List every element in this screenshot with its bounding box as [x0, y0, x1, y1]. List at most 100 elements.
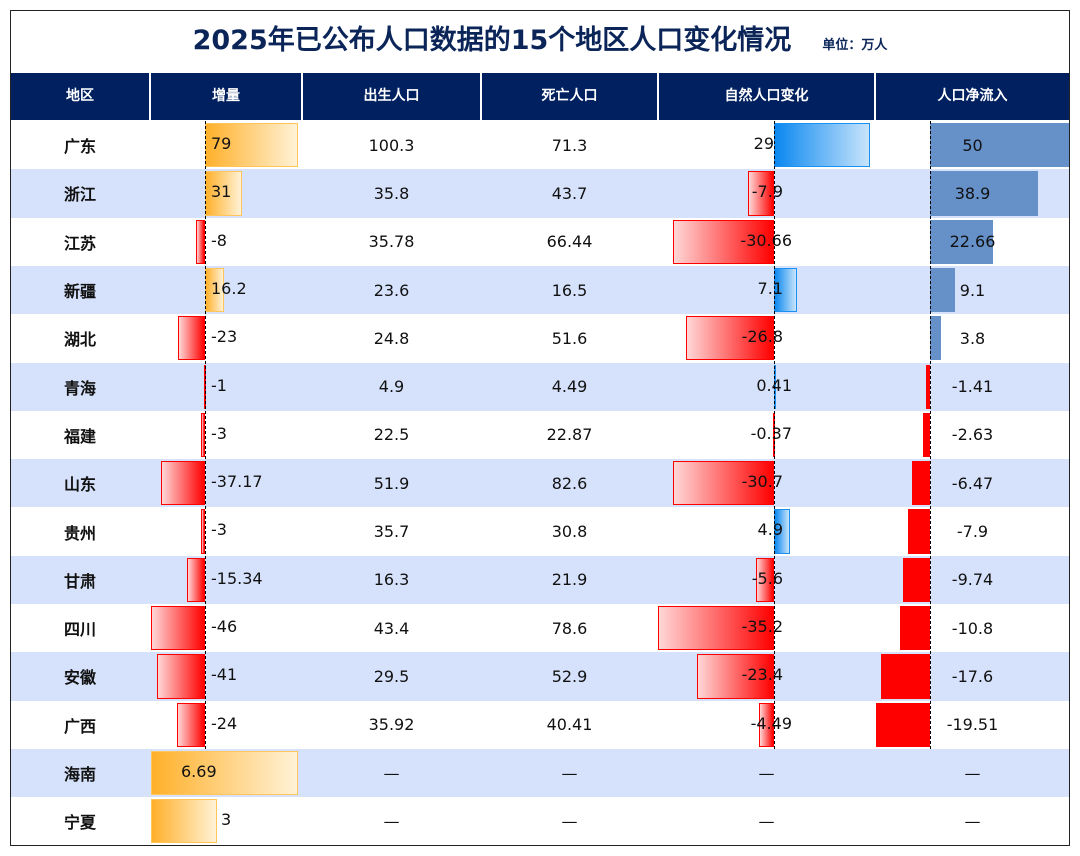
natural-change-value: 4.9	[757, 520, 783, 540]
table-row: 山东 51.9 82.6 -37.17 -30.7 -6.47	[11, 459, 1069, 508]
natural-change-value: -30.7	[741, 472, 783, 492]
header-deaths: 死亡人口	[482, 73, 657, 120]
natural-change-bar	[696, 654, 774, 699]
increase-value: -3	[211, 520, 227, 540]
increase-value: -46	[211, 617, 238, 636]
region-cell: 青海	[63, 378, 96, 398]
region-cell: 广西	[63, 716, 96, 736]
increase-value: 3	[221, 810, 232, 830]
births-cell: —	[383, 811, 400, 831]
table-row: 青海 4.9 4.49 -1 0.41 -1.41	[11, 362, 1069, 411]
table-row: 新疆 23.6 16.5 16.2 7.1 9.1	[11, 265, 1069, 315]
increase-value: 16.2	[211, 278, 247, 298]
increase-value: 31	[211, 182, 232, 202]
net-inflow-bar	[930, 316, 941, 361]
net-inflow-bar	[930, 123, 1069, 168]
increase-bar	[161, 461, 205, 506]
increase-bar	[201, 412, 205, 458]
region-cell: 江苏	[63, 233, 96, 253]
net-inflow-bar	[875, 702, 930, 747]
births-cell: 100.3	[368, 135, 415, 155]
region-cell: 甘肃	[63, 571, 96, 591]
increase-value: -15.34	[211, 568, 263, 588]
natural-change-value: -5.6	[751, 568, 783, 588]
natural-change-value: 29	[753, 134, 774, 153]
net-inflow-value: -7.9	[956, 522, 989, 542]
net-inflow-bar	[930, 171, 1039, 216]
increase-bar	[150, 606, 205, 651]
region-cell: 安徽	[63, 668, 96, 688]
chart-title: 2025年已公布人口数据的15个地区人口变化情况	[192, 25, 792, 56]
births-cell: —	[383, 763, 400, 783]
births-cell: 16.3	[373, 570, 410, 590]
increase-value: -8	[211, 230, 227, 250]
deaths-cell: 43.7	[551, 183, 588, 203]
natural-change-bar	[672, 461, 774, 506]
increase-bar	[151, 750, 299, 796]
net-inflow-bar	[899, 606, 930, 651]
natural-change-bar	[755, 557, 774, 602]
births-cell: 35.7	[373, 522, 410, 542]
net-inflow-value: 38.9	[954, 183, 991, 203]
deaths-cell: 22.87	[546, 425, 593, 445]
table-row: 宁夏 — — 3 — —	[11, 797, 1069, 845]
region-cell: 四川	[63, 620, 96, 640]
deaths-cell: 4.49	[551, 377, 588, 397]
deaths-cell: 30.8	[551, 522, 588, 542]
births-cell: 22.5	[373, 425, 410, 445]
increase-bar	[186, 557, 205, 602]
natural-change-value: -30.66	[740, 230, 792, 250]
region-cell: 新疆	[63, 282, 96, 302]
increase-bar	[201, 509, 205, 554]
net-inflow-value: 9.1	[959, 280, 986, 300]
natural-change-value: -23.4	[741, 665, 783, 685]
net-inflow-bar	[912, 461, 930, 506]
net-inflow-bar	[930, 267, 956, 313]
table-row: 浙江 35.8 43.7 31 -7.9 38.9	[11, 169, 1069, 218]
net-inflow-bar	[902, 557, 930, 602]
net-inflow-bar	[930, 219, 993, 264]
table-row: 广东 100.3 71.3 79 29 50	[11, 121, 1069, 170]
net-inflow-value: —	[964, 811, 981, 831]
net-inflow-value: -6.47	[951, 473, 994, 493]
deaths-cell: 16.5	[551, 280, 588, 300]
natural-change-value: -4.49	[750, 713, 792, 733]
net-inflow-bar	[908, 509, 930, 554]
region-cell: 广东	[63, 137, 96, 157]
increase-value: -23	[211, 327, 238, 347]
header-region: 地区	[11, 73, 149, 120]
net-inflow-axis	[930, 121, 931, 749]
births-cell: 24.8	[373, 328, 410, 348]
births-cell: 35.78	[368, 232, 415, 252]
header-net-inflow: 人口净流入	[876, 73, 1069, 120]
title-bar: 2025年已公布人口数据的15个地区人口变化情况 单位：万人	[11, 11, 1069, 71]
increase-bar	[151, 799, 217, 844]
deaths-cell: 51.6	[551, 328, 588, 348]
header-births: 出生人口	[303, 73, 480, 120]
table-row: 福建 22.5 22.87 -3 -0.37 -2.63	[11, 410, 1069, 460]
table-row: 海南 — — 6.69 — —	[11, 748, 1069, 798]
natural-change-bar	[774, 123, 870, 168]
increase-value: -24	[211, 713, 238, 733]
net-inflow-value: 22.66	[949, 232, 996, 252]
natural-change-bar	[747, 171, 774, 216]
increase-axis	[205, 121, 206, 749]
natural-change-value: -35.2	[741, 617, 783, 636]
net-inflow-value: -1.41	[951, 377, 994, 397]
net-inflow-value: -10.8	[951, 618, 994, 638]
natural-change-value: 7.1	[757, 278, 783, 298]
table-row: 安徽 29.5 52.9 -41 -23.4 -17.6	[11, 652, 1069, 701]
natural-change-value: -7.9	[751, 182, 783, 202]
increase-value: 6.69	[181, 761, 217, 781]
net-inflow-value: 50	[962, 135, 983, 155]
natural-change-bar	[672, 219, 774, 264]
unit-label: 单位：万人	[822, 38, 888, 53]
deaths-cell: 78.6	[551, 618, 588, 638]
births-cell: 4.9	[378, 377, 405, 397]
deaths-cell: 52.9	[551, 666, 588, 686]
deaths-cell: —	[561, 811, 578, 831]
natural-change-axis	[774, 121, 775, 749]
population-table-frame: 2025年已公布人口数据的15个地区人口变化情况 单位：万人 地区 增量 出生人口死…	[10, 10, 1070, 846]
net-inflow-bar	[881, 654, 930, 699]
increase-bar	[195, 219, 205, 264]
